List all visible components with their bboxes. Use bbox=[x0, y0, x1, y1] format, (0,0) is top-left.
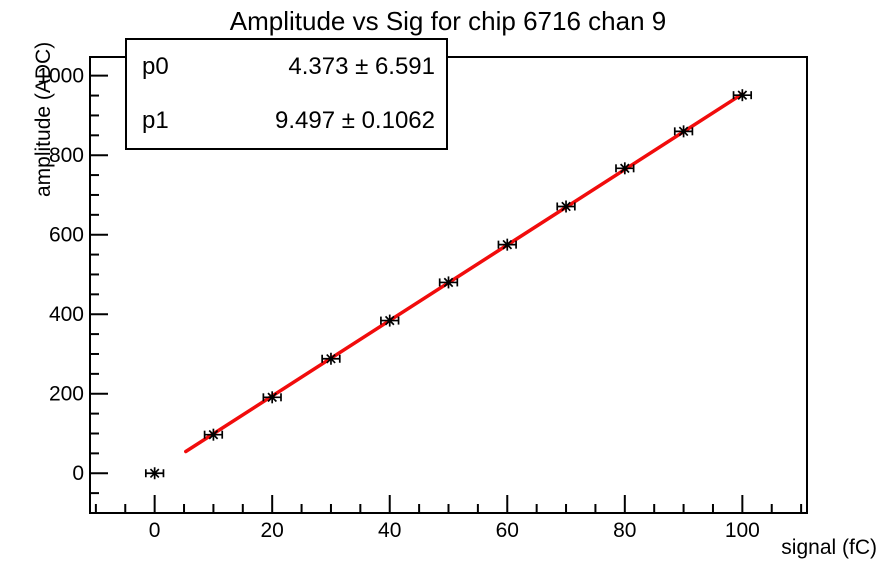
y-tick-label: 0 bbox=[72, 462, 84, 485]
y-tick-label: 1000 bbox=[37, 65, 84, 88]
x-tick-label: 80 bbox=[613, 519, 636, 542]
data-point bbox=[438, 276, 459, 289]
fit-line bbox=[184, 92, 745, 454]
x-tick-label: 0 bbox=[149, 519, 161, 542]
x-axis-title: signal (fC) bbox=[781, 536, 877, 559]
data-point bbox=[497, 238, 517, 251]
data-point bbox=[321, 352, 341, 365]
chart-title: Amplitude vs Sig for chip 6716 chan 9 bbox=[229, 6, 667, 36]
stat-param-value: 4.373 ± 6.591 bbox=[288, 53, 435, 80]
data-series bbox=[144, 89, 753, 480]
y-tick-label: 800 bbox=[49, 144, 84, 167]
data-point bbox=[262, 391, 282, 404]
stat-row-p1: p1 9.497 ± 0.1062 bbox=[127, 94, 446, 148]
data-point bbox=[732, 89, 753, 102]
stat-param-name: p1 bbox=[142, 107, 169, 134]
x-tick-label: 60 bbox=[496, 519, 519, 542]
data-point bbox=[380, 314, 400, 327]
data-point bbox=[556, 200, 576, 213]
stat-param-name: p0 bbox=[142, 53, 169, 80]
fit-stats-box: p0 4.373 ± 6.591 p1 9.497 ± 0.1062 bbox=[125, 38, 448, 150]
data-point bbox=[615, 162, 635, 175]
y-tick-label: 400 bbox=[49, 303, 84, 326]
y-axis: 0 200 400 600 800 1000 bbox=[37, 65, 108, 514]
stat-param-value: 9.497 ± 0.1062 bbox=[275, 107, 435, 134]
data-point bbox=[673, 125, 694, 138]
y-tick-label: 200 bbox=[49, 383, 84, 406]
x-tick-label: 100 bbox=[725, 519, 760, 542]
y-tick-label: 600 bbox=[49, 224, 84, 247]
x-tick-label: 40 bbox=[378, 519, 401, 542]
y-axis-title: amplitude (ADC) bbox=[32, 42, 55, 197]
x-axis: 0 20 40 60 80 100 bbox=[94, 495, 803, 542]
data-point bbox=[203, 428, 224, 441]
data-point bbox=[144, 467, 165, 480]
x-tick-label: 20 bbox=[261, 519, 284, 542]
stat-row-p0: p0 4.373 ± 6.591 bbox=[127, 40, 446, 94]
